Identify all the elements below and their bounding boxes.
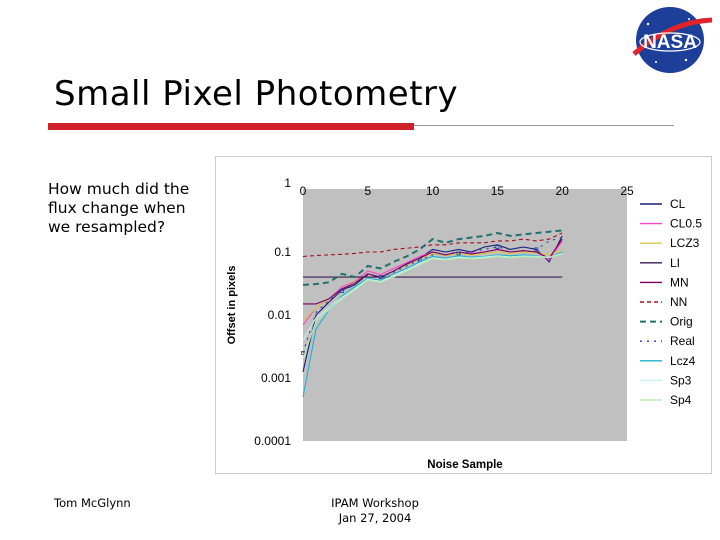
x-tick-label: 10	[426, 184, 440, 198]
legend-label: Sp4	[670, 393, 692, 407]
series-line-real	[302, 236, 563, 354]
legend-label: Sp3	[670, 373, 692, 387]
y-tick-label: 1	[284, 176, 291, 190]
flux-offset-chart: Offset in pixels Noise Sample 1 0.1 0.01 0.…	[215, 156, 712, 474]
x-tick-label: 20	[556, 184, 570, 198]
series-line-nn	[302, 232, 563, 257]
legend-label: Real	[670, 334, 695, 348]
x-axis-label: Noise Sample	[427, 459, 502, 471]
footer-event-date: Jan 27, 2004	[338, 511, 412, 525]
series-line-cl	[302, 235, 563, 373]
series-marker-real	[301, 351, 305, 355]
footer-author: Tom McGlynn	[54, 496, 131, 510]
plot-area	[303, 189, 627, 441]
legend-label: Lcz4	[670, 354, 696, 368]
legend-label: CL	[670, 197, 686, 211]
footer-event: IPAM Workshop Jan 27, 2004	[300, 496, 450, 526]
series-marker-real	[495, 245, 500, 249]
nasa-logo-text: NASA	[643, 32, 697, 53]
series-marker-real	[534, 247, 539, 252]
question-text: How much did the flux change when we res…	[48, 180, 190, 236]
y-tick-label: 0.001	[261, 371, 291, 385]
legend-label: LCZ3	[670, 236, 700, 250]
footer-event-name: IPAM Workshop	[331, 496, 419, 510]
legend-label: MN	[670, 275, 689, 289]
chart-area: Offset in pixels Noise Sample 1 0.1 0.01 0.…	[215, 156, 712, 474]
x-tick-label: 0	[300, 184, 307, 198]
x-tick-label: 25	[620, 184, 634, 198]
y-tick-label: 0.01	[268, 308, 292, 322]
legend-label: Orig	[670, 315, 693, 329]
slide-title: Small Pixel Photometry	[54, 74, 459, 114]
y-tick-label: 0.0001	[254, 434, 291, 448]
y-axis-label: Offset in pixels	[226, 266, 238, 345]
series-marker-real	[378, 275, 383, 279]
legend-label: LI	[670, 256, 680, 270]
legend: CL CL0.5 LCZ3 LI MN NN Orig Real Lcz4 Sp3 Sp4	[640, 197, 702, 407]
x-tick-label: 5	[364, 184, 371, 198]
legend-label: CL0.5	[670, 217, 702, 231]
legend-label: NN	[670, 295, 687, 309]
x-tick-label: 15	[491, 184, 505, 198]
series-marker-real	[339, 289, 344, 293]
series-line-mn	[303, 238, 563, 305]
y-tick-label: 0.1	[274, 245, 291, 259]
series-line-orig	[302, 229, 563, 286]
series-line-lcz4	[302, 251, 563, 398]
series-marker-real	[456, 251, 461, 256]
nasa-logo: NASA	[626, 2, 718, 78]
series-line-sp4	[302, 253, 563, 360]
title-accent-bar	[48, 123, 414, 130]
